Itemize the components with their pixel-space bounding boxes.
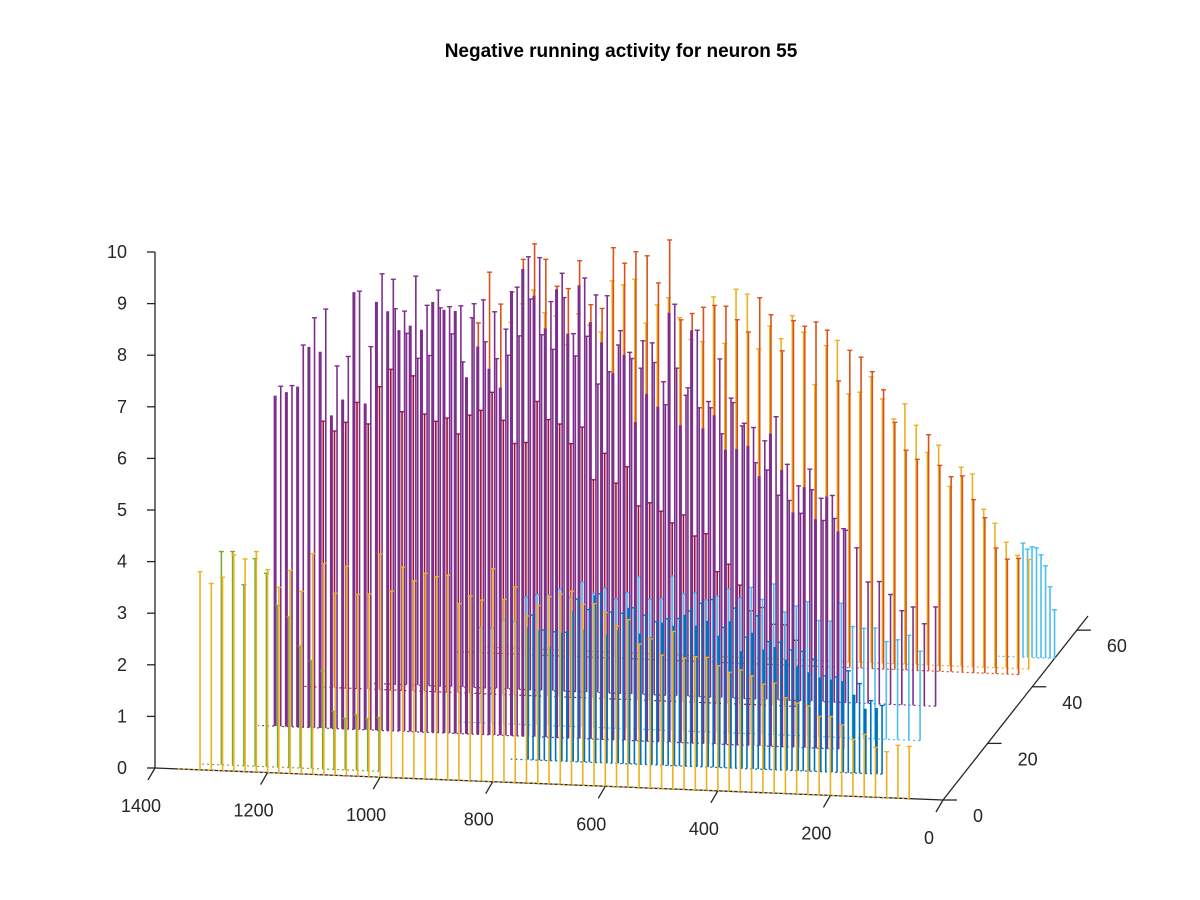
- x-tick-label: 400: [689, 819, 719, 839]
- x-tick: [147, 767, 156, 781]
- x-tick-label: 1000: [346, 805, 386, 825]
- z-tick-label: 4: [117, 552, 127, 572]
- axes: [154, 252, 1089, 801]
- z-tick-label: 1: [117, 706, 127, 726]
- x-tick-label: 1200: [234, 801, 274, 821]
- x-tick-label: 800: [464, 810, 494, 830]
- z-tick-label: 3: [117, 603, 127, 623]
- z-tick-label: 6: [117, 448, 127, 468]
- series-baseline: [177, 768, 910, 800]
- x-tick-label: 0: [924, 828, 934, 848]
- x-tick-label: 1400: [121, 796, 161, 816]
- x-tick: [597, 785, 606, 799]
- y-tick-label: 40: [1062, 693, 1082, 713]
- z-tick-label: 10: [107, 242, 127, 262]
- z-tick-label: 0: [117, 758, 127, 778]
- y-tick-label: 60: [1107, 636, 1127, 656]
- x-tick: [485, 781, 494, 795]
- y-tick-label: 0: [973, 806, 983, 826]
- chart-title: Negative running activity for neuron 55: [445, 41, 798, 62]
- y-tick-label: 20: [1018, 749, 1038, 769]
- stem-layer: [197, 239, 1058, 799]
- x-tick: [935, 799, 944, 813]
- y-axis-line: [942, 615, 1089, 801]
- z-tick-label: 9: [117, 294, 127, 314]
- x-tick: [822, 795, 831, 808]
- x-tick: [372, 776, 381, 790]
- z-tick-label: 2: [117, 655, 127, 675]
- z-tick-label: 8: [117, 345, 127, 365]
- x-tick: [710, 790, 719, 804]
- x-tick: [260, 772, 269, 785]
- x-tick-label: 600: [576, 814, 606, 834]
- x-tick-label: 200: [801, 823, 831, 843]
- z-tick-label: 5: [117, 500, 127, 520]
- tick-layer: 0 1 2 3 4 5 6 7 8 9 10 1400 1200 1000 800 600 400 200 0 0 20…: [107, 242, 1127, 848]
- z-tick-label: 7: [117, 397, 127, 417]
